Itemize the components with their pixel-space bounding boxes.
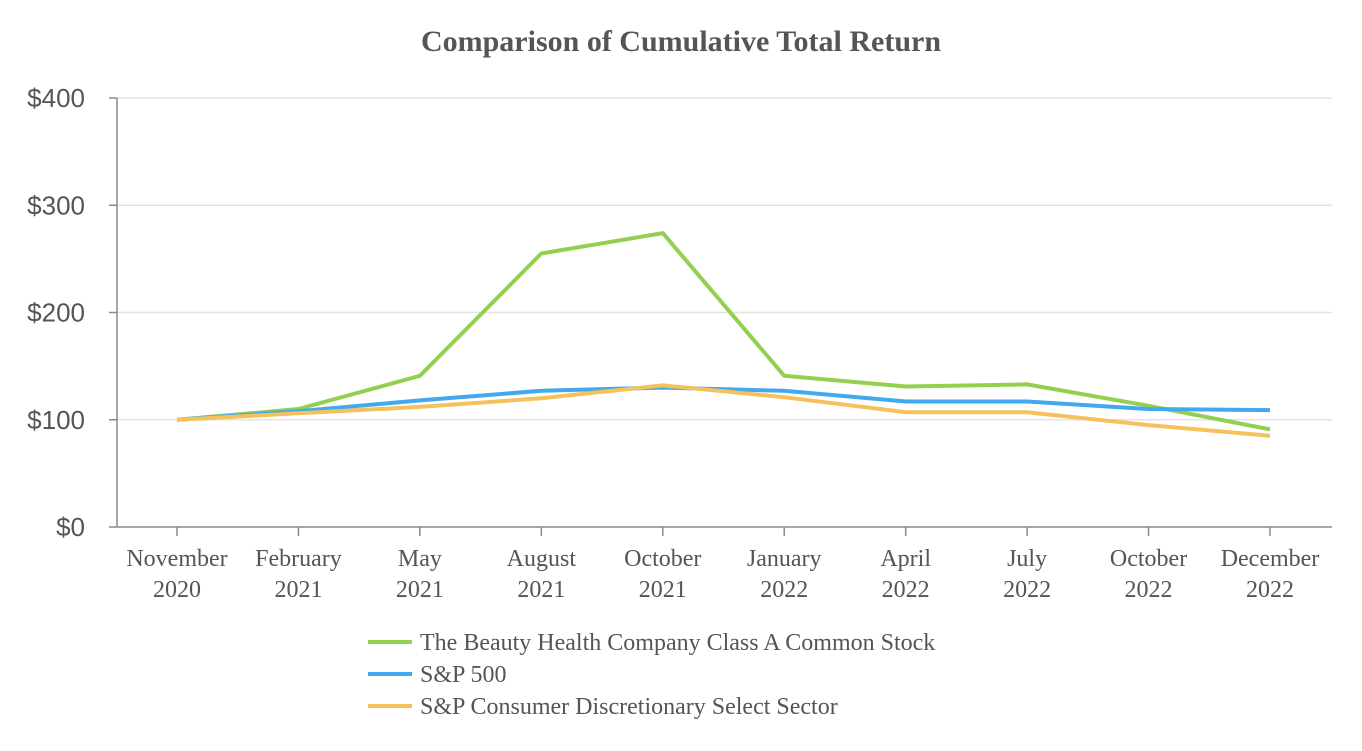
x-tick-label: October 2021 — [624, 546, 701, 603]
legend-label: S&P Consumer Discretionary Select Sector — [420, 694, 838, 720]
x-axis-ticks: November 2020 February 2021 May 2021 August 202… — [126, 527, 1319, 603]
chart-title: Comparison of Cumulative Total Return — [421, 25, 941, 58]
y-tick-label: $400 — [27, 83, 85, 113]
y-axis-ticks: $0 $100 $200 $300 $400 — [27, 83, 117, 542]
x-tick-label: April 2022 — [880, 546, 931, 603]
y-tick-label: $100 — [27, 405, 85, 435]
x-tick-label: May 2021 — [396, 546, 444, 603]
x-tick-label: October 2022 — [1110, 546, 1187, 603]
y-tick-label: $200 — [27, 298, 85, 328]
x-tick-label: August 2021 — [507, 546, 577, 603]
x-tick-label: January 2022 — [747, 546, 822, 603]
legend: The Beauty Health Company Class A Common… — [368, 630, 935, 720]
series-line-1 — [176, 231, 1271, 432]
series-lines — [176, 231, 1271, 438]
legend-label: The Beauty Health Company Class A Common… — [420, 630, 935, 656]
grid — [117, 97, 1332, 421]
x-tick-label: February 2021 — [255, 546, 342, 603]
series-line-3 — [176, 383, 1271, 438]
x-tick-label: November 2020 — [126, 546, 227, 603]
y-tick-label: $0 — [56, 512, 85, 542]
x-tick-label: December 2022 — [1221, 546, 1320, 603]
x-tick-label: July 2022 — [1003, 546, 1051, 603]
legend-label: S&P 500 — [420, 662, 506, 688]
series-line-2 — [176, 385, 1271, 422]
y-tick-label: $300 — [27, 190, 85, 220]
